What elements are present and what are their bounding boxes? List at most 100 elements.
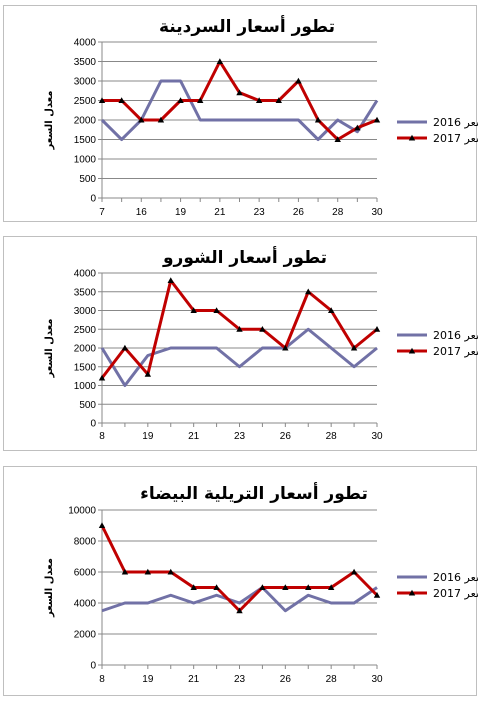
x-tick-label: 23 (234, 674, 246, 685)
chart-title: تطور أسعار السردينة (159, 15, 335, 37)
data-point-marker (121, 568, 129, 575)
data-point-marker (350, 568, 358, 575)
data-point-marker (167, 277, 174, 284)
y-tick-label: 2000 (74, 116, 97, 127)
data-point-marker (305, 584, 312, 591)
chart-panel-sardine: تطور أسعار السردينة 0 500 1000 1500 2000 2500 3… (3, 5, 478, 222)
data-point-marker (98, 522, 106, 529)
data-point-marker (118, 97, 125, 104)
y-tick-label: 4000 (74, 38, 97, 49)
y-tick-label: 1000 (74, 155, 97, 166)
y-axis-label: معدل السعر (44, 558, 55, 618)
y-tick-label: 6000 (74, 568, 97, 579)
x-tick-label: 23 (254, 207, 266, 218)
data-point-marker (98, 374, 106, 381)
y-tick-label: 2500 (74, 325, 97, 336)
x-tick-label: 30 (371, 207, 383, 218)
data-point-marker (259, 584, 266, 591)
data-point-marker (350, 344, 358, 351)
legend-label: 2017 السعر (433, 345, 478, 358)
y-tick-label: 2000 (74, 344, 97, 355)
x-tick-label: 21 (188, 674, 200, 685)
data-point-marker (157, 116, 165, 123)
x-tick-label: 16 (136, 207, 148, 218)
chart-panel-shouro: تطور أسعار الشورو 0 500 1000 1500 2000 2500 300… (3, 236, 478, 451)
x-tick-label: 7 (99, 207, 105, 218)
y-tick-label: 1500 (74, 135, 97, 146)
x-tick-label: 26 (293, 207, 305, 218)
chart-white-trevally: تطور أسعار التريلية البيضاء 0 2000 4000 6000… (44, 482, 478, 685)
y-tick-label: 2000 (74, 630, 97, 641)
y-tick-label: 0 (90, 419, 96, 430)
x-tick-label: 26 (280, 674, 292, 685)
x-tick-label: 8 (99, 431, 105, 442)
data-point-marker (327, 584, 335, 591)
x-tick-label: 23 (234, 431, 246, 442)
data-point-marker (275, 97, 282, 104)
data-point-marker (167, 568, 174, 575)
series-line-1 (101, 586, 378, 613)
x-tick-label: 8 (99, 674, 105, 685)
y-tick-label: 0 (90, 194, 96, 205)
series-line-2 (100, 524, 379, 613)
data-point-marker (236, 326, 243, 332)
data-point-marker (334, 136, 341, 143)
data-point-marker (216, 58, 224, 65)
data-point-marker (236, 607, 243, 614)
y-tick-label: 8000 (74, 537, 97, 548)
data-point-marker (190, 584, 197, 591)
legend-marker (408, 589, 416, 596)
y-tick-label: 10000 (68, 506, 96, 517)
legend-label: 2016 السعر (433, 116, 478, 129)
data-point-marker (138, 116, 145, 123)
data-point-marker (236, 89, 243, 96)
data-point-marker (98, 97, 106, 104)
data-point-marker (305, 288, 312, 295)
legend-label: 2016 السعر (433, 571, 478, 584)
x-tick-label: 28 (326, 431, 338, 442)
y-tick-label: 500 (79, 400, 96, 411)
x-tick-label: 26 (280, 431, 292, 442)
data-point-marker (259, 326, 266, 332)
chart-sardine: تطور أسعار السردينة 0 500 1000 1500 2000 2500 3… (44, 15, 478, 218)
y-tick-label: 4000 (74, 269, 97, 280)
x-tick-label: 28 (332, 207, 344, 218)
data-point-marker (354, 124, 361, 131)
x-tick-label: 30 (371, 431, 383, 442)
data-point-marker (144, 568, 152, 575)
x-tick-label: 19 (142, 674, 154, 685)
y-tick-label: 3000 (74, 77, 97, 88)
legend-label: 2016 السعر (433, 329, 478, 342)
data-point-marker (282, 344, 289, 351)
y-tick-label: 1000 (74, 381, 97, 392)
data-point-marker (295, 77, 302, 84)
y-tick-label: 3000 (74, 306, 97, 317)
y-tick-label: 500 (79, 174, 96, 185)
y-tick-label: 1500 (74, 362, 97, 373)
y-tick-label: 3500 (74, 287, 97, 298)
legend-marker (408, 134, 416, 141)
chart-shouro: تطور أسعار الشورو 0 500 1000 1500 2000 2500 300… (44, 246, 478, 442)
data-point-marker (213, 307, 220, 314)
data-point-marker (282, 584, 289, 591)
x-tick-label: 19 (142, 431, 154, 442)
y-tick-label: 3500 (74, 57, 97, 68)
y-tick-label: 0 (90, 661, 96, 672)
y-tick-label: 4000 (74, 599, 97, 610)
legend-marker (408, 347, 416, 354)
data-point-marker (121, 344, 129, 351)
data-point-marker (255, 97, 263, 104)
data-point-marker (144, 371, 152, 377)
y-tick-label: 2500 (74, 96, 97, 107)
data-point-marker (327, 307, 335, 314)
x-tick-label: 30 (371, 674, 383, 685)
data-point-marker (373, 116, 381, 123)
data-point-marker (177, 97, 184, 104)
y-axis-label: معدل السعر (44, 319, 55, 379)
legend-label: 2017 السعر (433, 132, 478, 145)
data-point-marker (314, 116, 322, 123)
series-line-1 (100, 327, 378, 387)
data-point-marker (197, 97, 204, 104)
data-point-marker (190, 307, 197, 314)
x-tick-label: 21 (188, 431, 200, 442)
